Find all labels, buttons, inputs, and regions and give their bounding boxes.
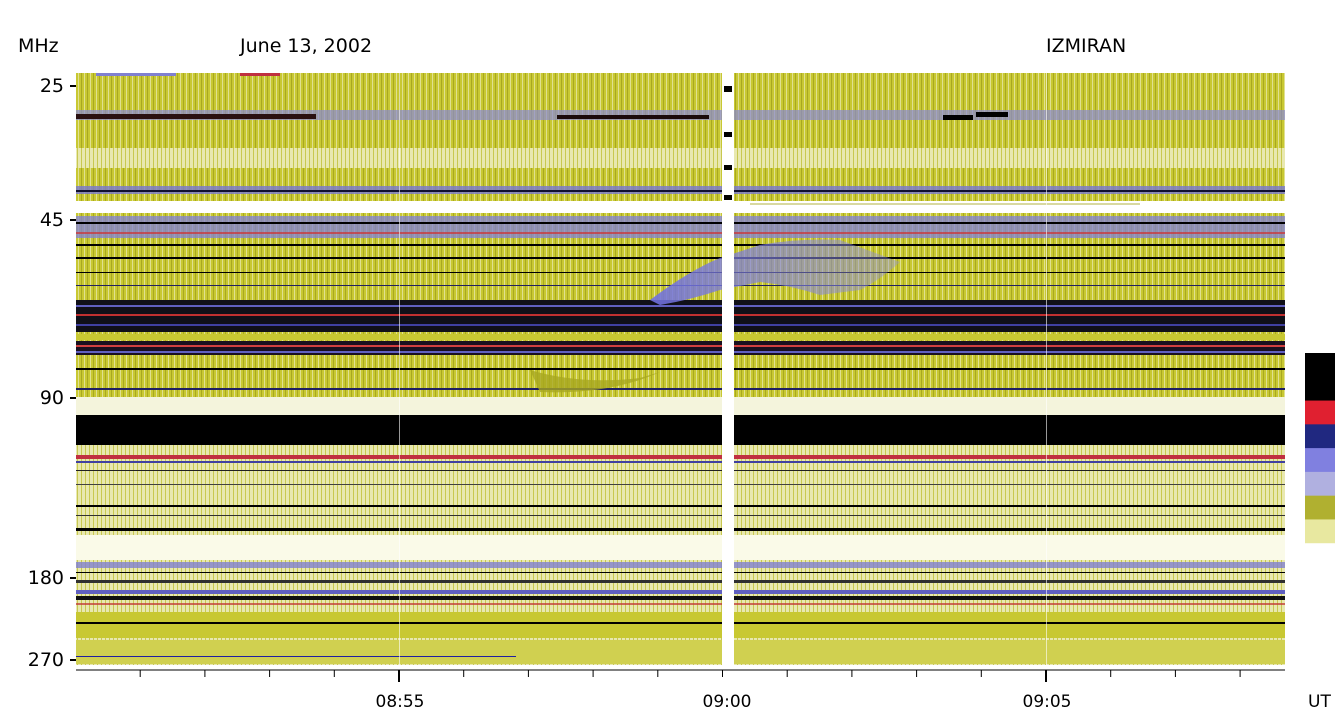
colorbar-segment [1305, 424, 1335, 449]
y-tick-label: 270 [27, 649, 64, 671]
unit-label: MHz [18, 35, 59, 57]
x-tick-label: 08:55 [375, 692, 425, 712]
drifting-burst [650, 239, 900, 305]
y-tick-label: 45 [39, 209, 64, 231]
colorbar-segment [1305, 543, 1335, 568]
panel-low-band [76, 73, 1285, 201]
x-minor-ticks [139, 670, 1241, 682]
x-tick-label: 09:05 [1022, 692, 1072, 712]
x-tick-label: 09:00 [702, 692, 752, 712]
y-axis-ticks [70, 85, 76, 661]
panel-mid-band [76, 213, 1285, 397]
colorbar-segment [1305, 353, 1335, 378]
colorbar-segment [1305, 400, 1335, 425]
x-axis-unit: UT [1308, 692, 1331, 712]
panel-high-band [76, 415, 1285, 665]
y-tick-label: 25 [39, 75, 64, 97]
observatory-label: IZMIRAN [1046, 35, 1127, 57]
colorbar-segment [1305, 376, 1335, 402]
colorbar-segment [1305, 519, 1335, 544]
colorbar-segment [1305, 448, 1335, 473]
colorbar-segment [1305, 471, 1335, 497]
y-tick-label: 180 [27, 567, 64, 589]
data-gap-09-00 [722, 73, 734, 665]
y-tick-label: 90 [39, 387, 64, 409]
colorbar-segment [1305, 495, 1335, 520]
chart-date-title: June 13, 2002 [240, 35, 373, 57]
colorbar [1305, 353, 1335, 568]
